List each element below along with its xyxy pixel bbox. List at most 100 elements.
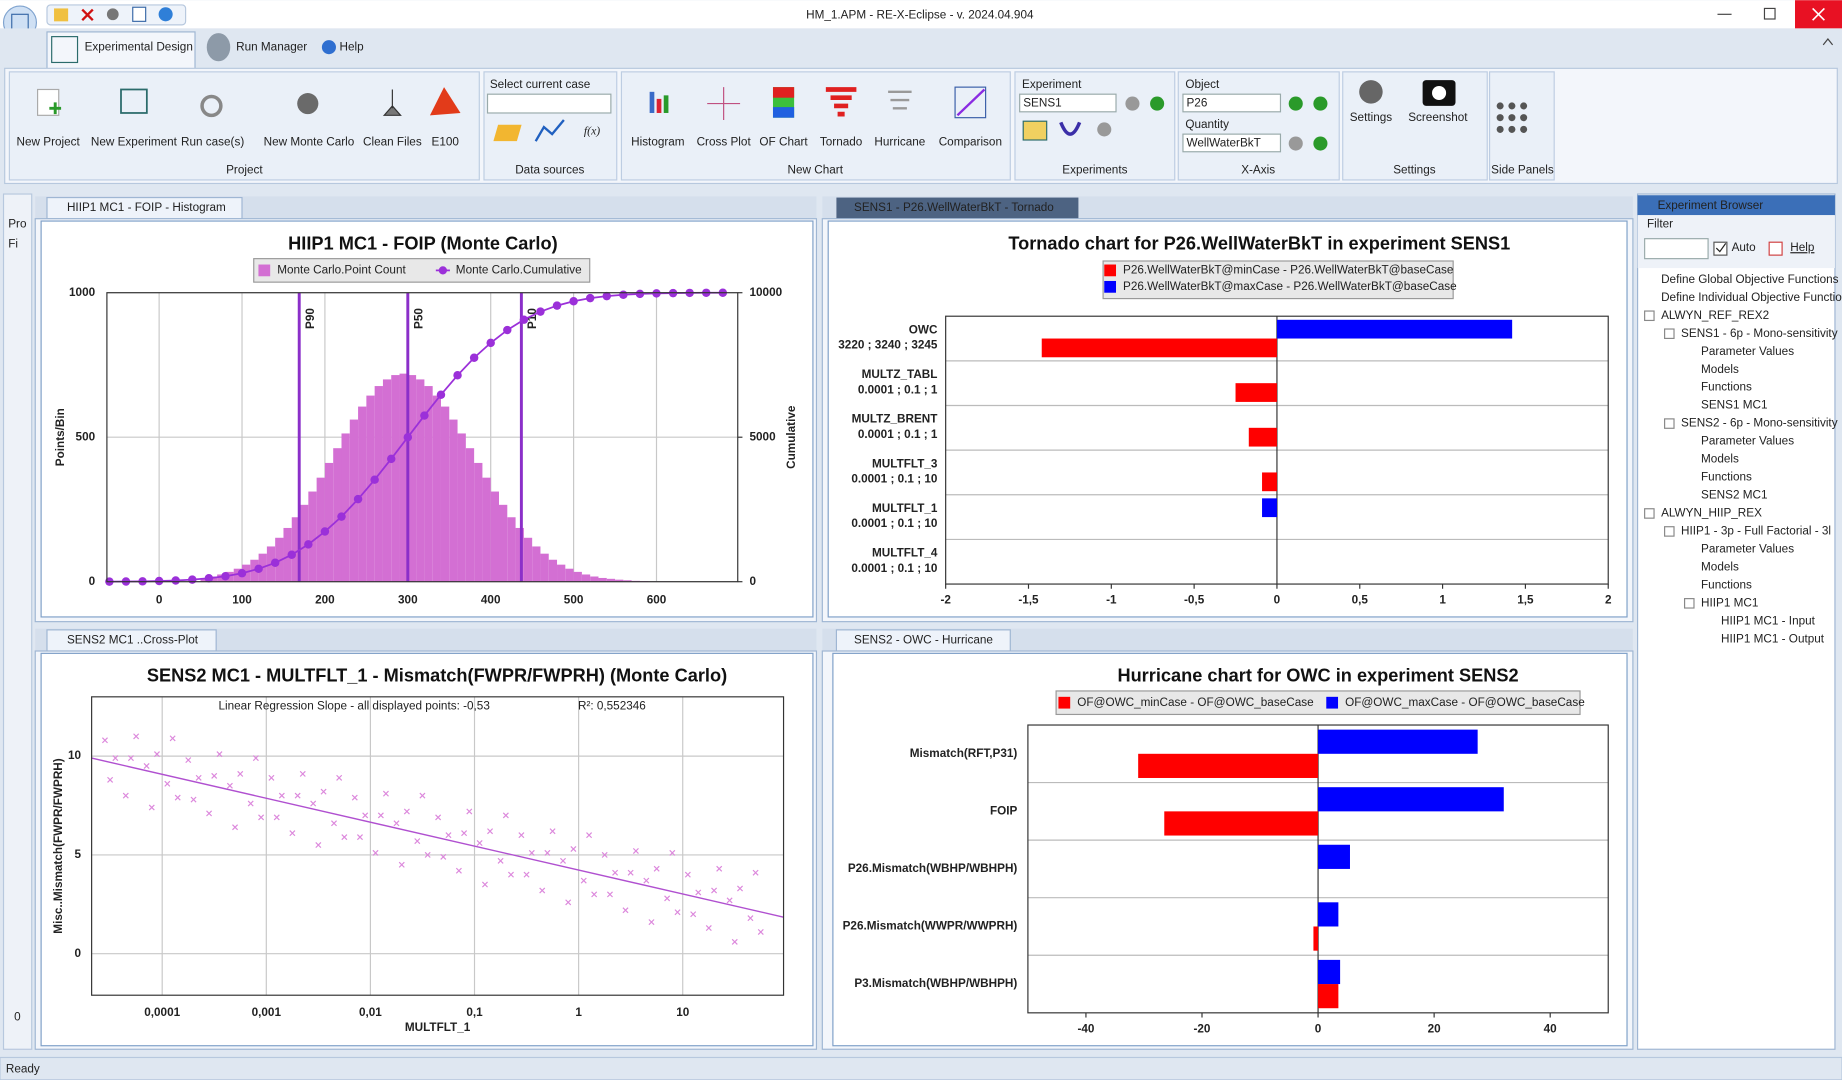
tree-item[interactable]: SENS2 MC1	[1701, 489, 1768, 502]
x-tick-label: 40	[1544, 1022, 1558, 1035]
ribbon-button[interactable]: Comparison	[939, 135, 1002, 148]
qa-refresh[interactable]	[158, 7, 173, 22]
icon	[1059, 121, 1082, 136]
tree-item[interactable]: Models	[1701, 363, 1739, 376]
scatter-point	[185, 757, 192, 764]
qa-close[interactable]	[81, 8, 94, 22]
next-button[interactable]	[1150, 96, 1165, 111]
ribbon-button[interactable]: New Monte Carlo	[264, 135, 355, 148]
tree-item[interactable]: SENS1 - 6p - Mono-sensitivity	[1681, 327, 1838, 340]
cumulative-point	[652, 289, 661, 298]
restore[interactable]	[1763, 7, 1776, 20]
histogram-bar	[590, 576, 599, 582]
ribbon-button[interactable]: Screenshot	[1408, 111, 1468, 124]
tree-item[interactable]: Define Individual Objective Functio	[1661, 291, 1842, 304]
legend-label: P26.WellWaterBkT@minCase - P26.WellWater…	[1123, 263, 1453, 276]
panel-tab-label[interactable]: HIIP1 MC1 - FOIP - Histogram	[67, 201, 226, 214]
scatter-point	[653, 865, 660, 872]
collapse-ribbon[interactable]	[1822, 38, 1834, 46]
tree-expander[interactable]	[1644, 310, 1655, 322]
histogram-bar	[490, 491, 499, 582]
ribbon-button[interactable]: Tornado	[820, 135, 863, 148]
panel-tab-label[interactable]: SENS2 - OWC - Hurricane	[854, 634, 993, 647]
tree-item[interactable]: Parameter Values	[1701, 542, 1794, 555]
quantity-combo[interactable]	[1182, 133, 1282, 153]
ribbon-button[interactable]: Clean Files	[363, 135, 422, 148]
ribbon-button[interactable]: Histogram	[631, 135, 684, 148]
bar	[1138, 753, 1319, 778]
tree-expander[interactable]	[1683, 598, 1695, 609]
ribbon-button[interactable]: Hurricane	[874, 135, 925, 148]
scatter-point	[445, 832, 452, 839]
tree-item[interactable]: Functions	[1701, 471, 1752, 484]
panel-tab-label[interactable]: SENS1 - P26.WellWaterBkT - Tornado	[854, 201, 1054, 214]
chart-title: SENS2 MC1 - MULTFLT_1 - Mismatch(FWPR/FW…	[147, 666, 727, 686]
auto-label[interactable]: Auto	[1732, 241, 1757, 254]
tree-expander[interactable]	[1664, 526, 1675, 537]
active-tab[interactable]	[46, 31, 196, 71]
filter-input[interactable]	[1644, 238, 1709, 260]
ribbon-tab[interactable]: Help	[340, 40, 365, 53]
panel-tab-label[interactable]: SENS2 MC1 ..Cross-Plot	[67, 634, 199, 647]
ribbon-button[interactable]: New Project	[17, 135, 81, 148]
combo-value[interactable]: WellWaterBkT	[1186, 137, 1260, 150]
category-sublabel: 0.0001 ; 0.1 ; 10	[851, 562, 938, 575]
combo-value[interactable]: SENS1	[1023, 97, 1061, 110]
prev-button[interactable]	[1288, 96, 1303, 111]
tree-item[interactable]: HIIP1 - 3p - Full Factorial - 3l	[1681, 525, 1831, 538]
tree-item[interactable]: Functions	[1701, 381, 1752, 394]
experiment-combo[interactable]	[1019, 93, 1117, 113]
help-link[interactable]: Help	[1790, 241, 1815, 254]
clear-filter[interactable]	[1768, 241, 1783, 256]
qa-save[interactable]	[132, 6, 147, 22]
ribbon-button[interactable]: Run case(s)	[181, 135, 244, 148]
ribbon-icons	[37, 80, 1528, 153]
next-button[interactable]	[1313, 96, 1328, 111]
ribbon-button[interactable]: Cross Plot	[697, 135, 752, 148]
tree-item[interactable]: Define Global Objective Functions	[1661, 273, 1839, 286]
browser-title: Experiment Browser	[1658, 199, 1764, 212]
cumulative-point	[486, 338, 495, 348]
cumulative-point	[453, 371, 462, 380]
prev-button[interactable]	[1288, 136, 1303, 151]
ribbon-tab[interactable]: Experimental Design	[85, 40, 193, 53]
icon	[382, 89, 402, 116]
ribbon-button[interactable]: E100	[432, 135, 460, 148]
scatter-point	[372, 849, 379, 856]
chart-title: Tornado chart for P26.WellWaterBkT in ex…	[1008, 233, 1510, 253]
tree-item[interactable]: HIIP1 MC1 - Output	[1721, 632, 1825, 645]
scatter-point	[549, 828, 556, 835]
tree-item[interactable]: Models	[1701, 560, 1739, 573]
tree-item[interactable]: SENS2 - 6p - Mono-sensitivity	[1681, 417, 1838, 430]
tree-item[interactable]: ALWYN_REF_REX2	[1661, 309, 1769, 322]
ribbon-groups	[8, 71, 1555, 181]
tree-item[interactable]: Parameter Values	[1701, 345, 1794, 358]
tree-item[interactable]: Parameter Values	[1701, 435, 1794, 448]
tree-item[interactable]: SENS1 MC1	[1701, 399, 1768, 412]
ribbon-button[interactable]: New Experiment	[91, 135, 178, 148]
prev-button[interactable]	[1125, 96, 1140, 111]
qa-open[interactable]	[54, 8, 69, 22]
ribbon-button[interactable]: OF Chart	[759, 135, 808, 148]
ribbon-tab[interactable]: Run Manager	[236, 40, 307, 53]
qa-settings[interactable]	[106, 8, 119, 21]
combo-value[interactable]: P26	[1186, 97, 1207, 110]
cumulative-point	[154, 576, 164, 586]
panel-tab-active[interactable]	[836, 197, 1079, 219]
x-tick-label: 500	[564, 594, 584, 607]
tree-expander[interactable]	[1664, 328, 1675, 340]
tree-item[interactable]: ALWYN_HIIP_REX	[1661, 507, 1762, 520]
dot	[1520, 102, 1528, 110]
tree-item[interactable]: HIIP1 MC1	[1701, 596, 1758, 609]
object-combo[interactable]	[1182, 93, 1282, 113]
tree-expander[interactable]	[1664, 418, 1675, 429]
case-combo[interactable]	[486, 93, 612, 114]
ribbon-button[interactable]: f(x)	[584, 124, 600, 137]
scatter-point	[643, 877, 650, 884]
next-button[interactable]	[1313, 136, 1328, 151]
ribbon-button[interactable]: Settings	[1350, 111, 1393, 124]
tree-item[interactable]: HIIP1 MC1 - Input	[1721, 614, 1816, 627]
tree-item[interactable]: Models	[1701, 453, 1739, 466]
tree-item[interactable]: Functions	[1701, 578, 1752, 591]
tree-expander[interactable]	[1644, 508, 1655, 519]
